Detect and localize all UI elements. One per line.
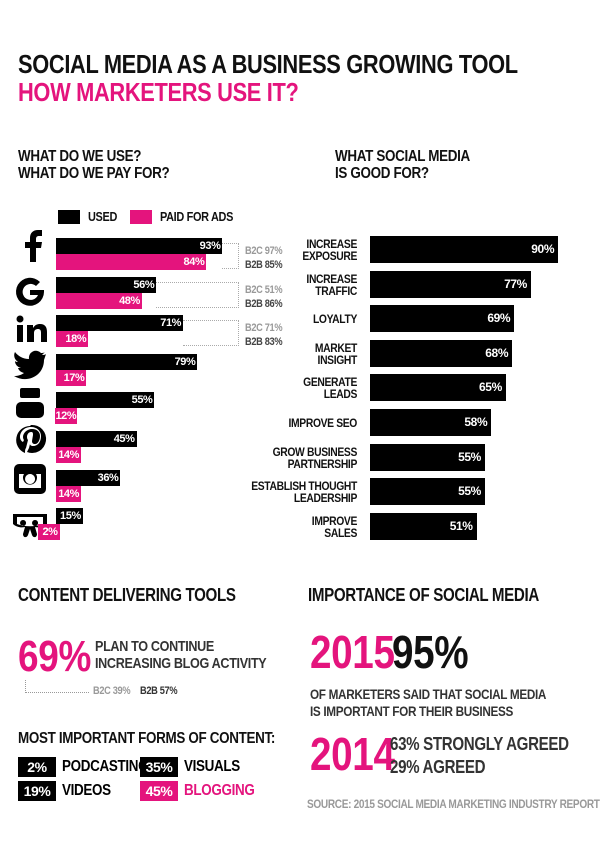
category-label: IMPROVE SEO [288,416,358,430]
annotation-bracket [222,243,239,269]
category-label: ESTABLISH THOUGHT LEADERSHIP [251,479,357,506]
bar-value-label: 79% [56,353,198,370]
bar-value-label: 51% [449,518,473,533]
stat-text: OF MARKETERS SAID THAT SOCIAL MEDIA IS I… [310,686,547,719]
facebook-icon [25,230,42,262]
category-label: INCREASE TRAFFIC [306,271,357,298]
form-label: VISUALS [184,758,240,775]
bar-value-label: 36% [56,469,121,486]
linkedin-icon [16,315,47,342]
bar [370,409,492,436]
annotation: B2B 86% [245,297,283,310]
form-box: 45% [140,781,178,801]
bar-value-label: 77% [504,276,527,291]
bar-value-label: 69% [487,311,511,326]
chart-title: WHAT DO WE USE? WHAT DO WE PAY FOR? [18,148,170,182]
stat-text: PLAN TO CONTINUE INCREASING BLOG ACTIVIT… [95,638,267,672]
form-label: BLOGGING [184,782,255,799]
form-box: 35% [140,757,178,777]
youtube-icon [16,402,44,418]
bar [370,443,485,471]
bar-value-label: 65% [479,380,502,395]
bar [370,339,513,367]
annotation: B2C 51% [245,283,283,296]
category-label: GENERATE LEADS [303,375,357,402]
chart-title: WHAT SOCIAL MEDIA IS GOOD FOR? [335,148,470,182]
bar [370,270,531,298]
google-icon [16,277,44,306]
bar-value-label: 93% [56,238,223,254]
bar-value-label: 17% [56,369,87,386]
page-title: SOCIAL MEDIA AS A BUSINESS GROWING TOOL [18,49,518,79]
annotation: B2C 71% [245,322,283,335]
annotation-bracket [183,320,239,347]
form-box: 19% [18,781,56,801]
youtube-icon-top [20,388,40,398]
instagram-icon [14,464,46,494]
bar [370,236,559,263]
bar-value-label: 90% [531,242,555,256]
bar-value-label: 14% [56,485,82,502]
legend-label: USED [88,209,118,224]
big-stat: 95% [392,626,469,678]
bar-value-label: 55% [458,484,481,499]
detail: 63% STRONGLY AGREED [390,734,569,754]
legend-swatch [58,210,80,224]
big-stat: 69% [18,632,91,681]
bar [370,512,477,540]
bar-value-label: 58% [464,415,488,429]
page-subtitle: HOW MARKETERS USE IT? [18,77,299,107]
b2c-label: B2C 39% [93,685,131,697]
annotation: B2B 83% [245,336,283,349]
form-label: VIDEOS [62,782,111,799]
section-title: IMPORTANCE OF SOCIAL MEDIA [308,585,539,605]
bar-value-label: 55% [56,392,155,409]
category-label: INCREASE EXPOSURE [302,237,357,263]
bracket [25,680,89,693]
bar-value-label: 48% [56,292,142,309]
bar-value-label: 12% [55,408,78,425]
form-label: PODCASTING [62,758,149,775]
category-label: IMPROVE SALES [311,513,358,540]
year: 2015 [310,626,395,678]
forms-title: MOST IMPORTANT FORMS OF CONTENT: [18,730,276,747]
annotation: B2C 97% [245,245,283,257]
bar-value-label: 71% [56,315,184,332]
year: 2014 [310,728,395,780]
annotation: B2B 85% [245,259,283,271]
bar-value-label: 55% [458,449,481,464]
form-box: 2% [18,757,56,777]
bar [370,478,485,506]
bar [370,374,506,402]
bar-value-label: 14% [56,447,82,463]
legend-label: PAID FOR ADS [160,209,234,224]
bar-value-label: 56% [56,276,157,293]
annotation-bracket [156,281,239,308]
twitter-icon [14,350,46,380]
pinterest-icon [16,424,47,453]
bar-value-label: 84% [56,254,207,270]
legend-swatch [130,210,152,224]
b2b-label: B2B 57% [140,685,178,697]
bar-value-label: 68% [485,345,509,360]
bar-value-label: 15% [56,508,83,525]
bar [370,305,515,333]
category-label: MARKET INSIGHT [314,340,357,367]
bar-value-label: 18% [56,331,89,348]
section-title: CONTENT DELIVERING TOOLS [18,585,236,605]
category-label: GROW BUSINESS PARTNERSHIP [272,444,358,471]
bar-value-label: 2% [37,524,60,541]
detail: 29% AGREED [390,757,486,777]
category-label: LOYALTY [312,312,357,327]
bar-value-label: 45% [56,431,137,447]
source: SOURCE: 2015 SOCIAL MEDIA MARKETING INDU… [307,797,600,811]
